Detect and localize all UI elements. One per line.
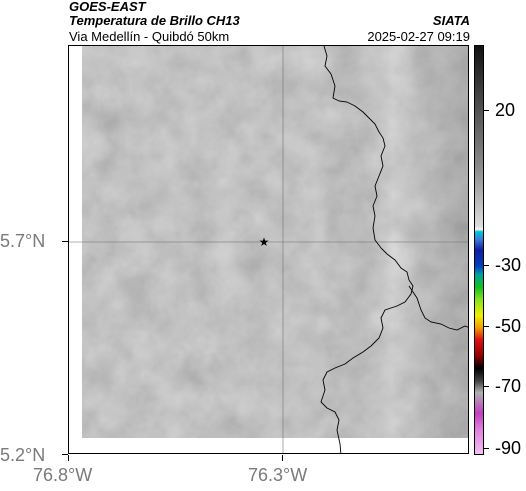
latitude-label-5.7N: 5.7°N <box>0 231 46 251</box>
satellite-title: GOES-EAST <box>69 0 146 14</box>
colorbar-label-minus30: -30 <box>495 255 522 275</box>
star-icon: ★ <box>259 235 270 249</box>
region-subtitle: Via Medellín - Quibdó 50km <box>69 29 230 44</box>
boundary-line-east <box>408 285 468 331</box>
boundary-line-main <box>320 46 414 453</box>
longitude-label-76.8W: 76.8°W <box>33 465 93 485</box>
colorbar-tick-minus70 <box>484 386 489 387</box>
colorbar-label-minus70: -70 <box>495 376 522 396</box>
temperature-colorbar <box>474 45 484 455</box>
map-canvas: ★ <box>69 46 468 453</box>
colorbar-tick-minus30 <box>484 265 489 266</box>
colorbar-tick-20 <box>484 110 489 111</box>
brightness-temperature-map[interactable]: ★ <box>68 45 469 454</box>
tick-mark-76.8W <box>68 455 69 461</box>
colorbar-tick-minus90 <box>484 448 489 449</box>
source-label: SIATA <box>432 13 470 28</box>
colorbar-label-minus50: -50 <box>495 316 522 336</box>
latitude-label-5.2N: 5.2°N <box>0 445 46 465</box>
colorbar-label-minus90: -90 <box>495 438 522 458</box>
tick-mark-5.7N <box>62 241 68 242</box>
datetime-label: 2025-02-27 09:19 <box>367 29 470 44</box>
tick-mark-5.2N <box>62 454 68 455</box>
longitude-label-76.3W: 76.3°W <box>248 465 308 485</box>
tick-mark-76.3W <box>282 455 283 461</box>
product-title: Temperatura de Brillo CH13 <box>69 13 240 28</box>
colorbar-tick-minus50 <box>484 326 489 327</box>
colorbar-label-20: 20 <box>495 100 516 120</box>
